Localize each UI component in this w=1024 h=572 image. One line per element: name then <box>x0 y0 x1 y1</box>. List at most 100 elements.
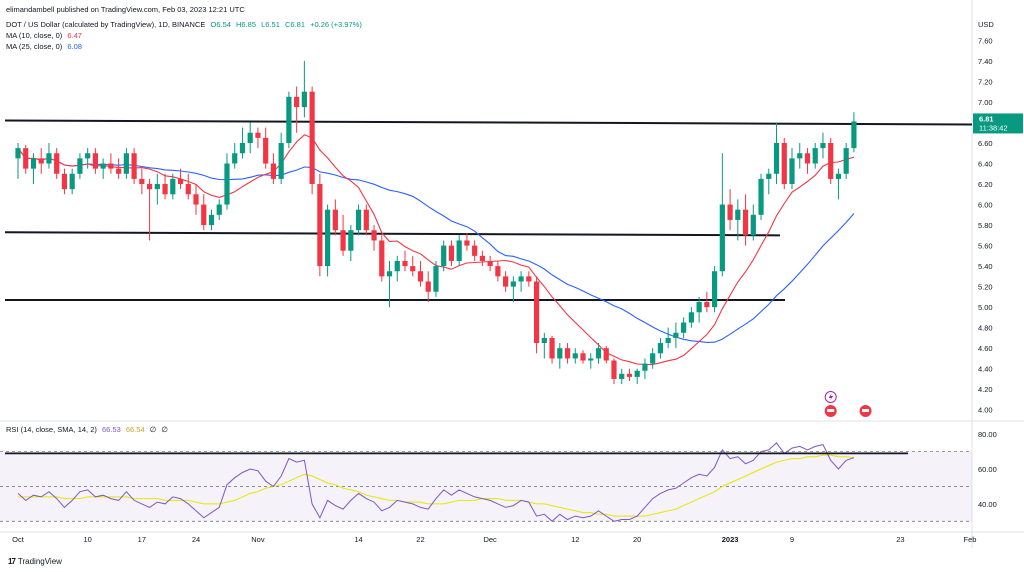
candle-body <box>30 158 37 169</box>
candle-body <box>123 153 129 174</box>
candle-body <box>270 163 277 179</box>
ma10-legend[interactable]: MA (10, close, 0) 6.47 <box>6 31 85 41</box>
symbol-line: DOT / US Dollar (calculated by TradingVi… <box>6 20 365 30</box>
candle-body <box>828 142 834 179</box>
candle-body <box>332 209 338 231</box>
rsi-legend[interactable]: RSI (14, close, SMA, 14, 2) 66.53 66.54 … <box>6 425 171 435</box>
candle-body <box>15 148 21 159</box>
rsi-tick-label: 80.00 <box>978 430 997 439</box>
currency-label: USD <box>978 20 994 29</box>
price-tick-label: 4.80 <box>978 324 993 333</box>
candle-body <box>23 148 29 169</box>
candle-body <box>758 178 764 215</box>
symbol-name[interactable]: DOT / US Dollar (calculated by TradingVi… <box>6 20 206 29</box>
time-tick-label: 14 <box>354 535 362 544</box>
candle-body <box>580 353 586 361</box>
candle-body <box>38 158 44 164</box>
last-price-value: 6.81 <box>979 114 994 123</box>
candle-body <box>85 153 91 159</box>
time-tick-label: Nov <box>251 535 265 544</box>
ohlc-high: H6.85 <box>236 20 257 29</box>
price-tick-label: 7.40 <box>978 57 993 66</box>
price-tick-label: 5.80 <box>978 221 993 230</box>
price-tick-label: 4.40 <box>978 365 993 374</box>
candle-body <box>704 302 710 308</box>
candle-body <box>394 260 400 272</box>
resistance-line-middle <box>4 231 781 237</box>
candle-body <box>239 142 246 154</box>
candle-body <box>77 158 83 174</box>
rsi-sma-value: 66.54 <box>125 425 145 434</box>
candle-body <box>441 245 447 267</box>
candle-body <box>650 353 656 364</box>
candle-body <box>526 276 532 282</box>
last-price-badge <box>973 113 1023 134</box>
candle-body <box>232 153 238 164</box>
candle-body <box>379 240 385 277</box>
candle-body <box>348 230 354 251</box>
candle-body <box>355 209 362 231</box>
candle-body <box>448 245 455 261</box>
rsi-line <box>17 442 855 522</box>
candle-body <box>789 158 795 185</box>
tradingview-brand[interactable]: 17 TradingView <box>8 557 62 566</box>
ma25-label: MA (25, close, 0) <box>6 42 63 51</box>
candle-body <box>688 312 694 323</box>
rsi-extra-2: ∅ <box>161 425 168 434</box>
candle-body <box>425 281 431 292</box>
rsi-sma-line <box>18 454 854 517</box>
candle-body <box>278 142 284 179</box>
candle-body <box>773 142 780 174</box>
candle-body <box>386 271 393 277</box>
price-tick-label: 6.40 <box>978 160 993 169</box>
ma25-legend[interactable]: MA (25, close, 0) 6.08 <box>6 42 85 52</box>
time-tick-label: 10 <box>83 535 91 544</box>
price-tick-label: 5.40 <box>978 262 993 271</box>
ohlc-close: C6.81 <box>285 20 306 29</box>
candle-body <box>626 373 633 377</box>
rsi-tick-label: 60.00 <box>978 465 997 474</box>
candle-body <box>588 358 594 361</box>
ma10-line <box>17 134 855 366</box>
candle-body <box>510 281 516 287</box>
candle-body <box>286 96 292 143</box>
published-text: elimandambell published on TradingView.c… <box>6 5 245 14</box>
candle-body <box>177 178 184 185</box>
time-tick-label: Oct <box>12 535 25 544</box>
candle-body <box>634 370 640 377</box>
candle-body <box>317 184 323 267</box>
candle-body <box>835 173 842 179</box>
candle-body <box>146 184 153 190</box>
price-tick-label: 7.00 <box>978 98 993 107</box>
candle-body <box>657 343 664 354</box>
candle-body <box>557 348 563 359</box>
ohlc-open: O6.54 <box>210 20 231 29</box>
ma25-value: 6.08 <box>67 42 82 51</box>
candle-body <box>533 281 540 344</box>
candle-body <box>719 204 725 272</box>
price-tick-label: 6.20 <box>978 180 993 189</box>
time-tick-label: 20 <box>633 535 641 544</box>
candle-body <box>518 276 524 282</box>
candle-body <box>54 153 60 174</box>
candle-body <box>139 178 145 185</box>
time-tick-label: 9 <box>790 535 794 544</box>
candle-body <box>363 209 369 231</box>
price-tick-label: 7.20 <box>978 77 993 86</box>
candle-body <box>549 337 555 359</box>
candle-body <box>402 260 408 267</box>
candle-body <box>340 230 346 251</box>
candle-body <box>100 163 106 169</box>
candle-body <box>201 204 207 226</box>
candle-body <box>851 121 857 149</box>
ohlc-low: L6.51 <box>261 20 280 29</box>
price-tick-label: 5.20 <box>978 283 993 292</box>
candle-body <box>812 148 818 164</box>
rsi-value: 66.53 <box>101 425 121 434</box>
time-tick-label: 22 <box>416 535 424 544</box>
candle-body <box>712 271 718 308</box>
price-tick-label: 6.00 <box>978 201 993 210</box>
rsi-label: RSI (14, close, SMA, 14, 2) <box>6 425 97 434</box>
candle-body <box>301 91 307 108</box>
